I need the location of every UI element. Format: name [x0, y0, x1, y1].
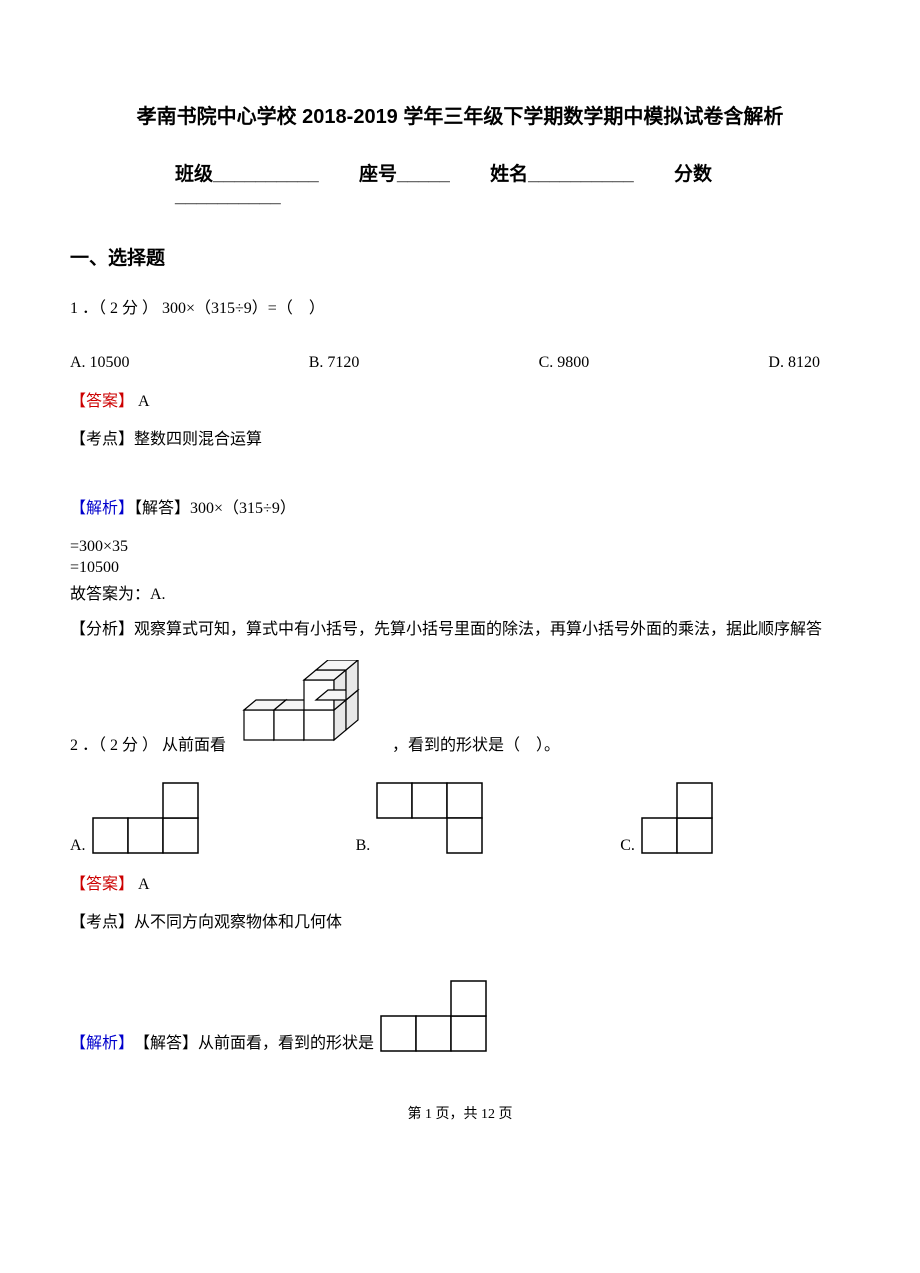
q1-calc3: 故答案为：A.	[70, 580, 850, 604]
shape-a-icon	[91, 780, 206, 855]
explain-text: 300×（315÷9）	[190, 500, 296, 517]
q2-answer: 【答案】 A	[70, 870, 850, 894]
explain-prefix: 【解答】	[134, 1029, 198, 1053]
q1-opt-c: C. 9800	[539, 354, 590, 372]
answer-value: A	[134, 876, 150, 893]
q1-answer: 【答案】 A	[70, 387, 850, 411]
q2-pre: 2 ．（ 2 分 ） 从前面看	[70, 731, 226, 755]
seat-field: 座号_____	[359, 164, 450, 185]
explain-label: 【解析】	[70, 500, 134, 517]
analysis-text: 观察算式可知，算式中有小括号，先算小括号里面的除法，再算小括号外面的乘法，据此顺…	[134, 621, 822, 638]
q2-post: ，看到的形状是（ ）。	[392, 731, 560, 755]
shape-c-icon	[640, 780, 720, 855]
explain-prefix: 【解答】	[134, 500, 190, 517]
question-2: 2 ．（ 2 分 ） 从前面看	[70, 660, 850, 755]
q1-opt-b: B. 7120	[309, 354, 360, 372]
q2-options: A. B. C.	[70, 780, 850, 855]
header-fields: 班级__________ 座号_____ 姓名__________ 分数____…	[70, 159, 850, 208]
q2-opt-c-label: C.	[620, 837, 635, 855]
q1-analysis: 【分析】观察算式可知，算式中有小括号，先算小括号里面的除法，再算小括号外面的乘法…	[70, 616, 850, 645]
q2-point: 【考点】从不同方向观察物体和几何体	[70, 909, 850, 938]
point-label: 【考点】	[70, 914, 134, 931]
point-label: 【考点】	[70, 431, 134, 448]
cube-3d-icon	[234, 660, 384, 755]
answer-label: 【答案】	[70, 393, 134, 410]
answer-label: 【答案】	[70, 876, 134, 893]
q1-options: A. 10500 B. 7120 C. 9800 D. 8120	[70, 354, 850, 372]
q1-explain: 【解析】【解答】300×（315÷9）	[70, 495, 850, 524]
analysis-label: 【分析】	[70, 621, 134, 638]
q1-opt-d: D. 8120	[768, 354, 820, 372]
explain-label: 【解析】	[70, 1029, 134, 1053]
point-text: 整数四则混合运算	[134, 431, 262, 448]
q1-point: 【考点】整数四则混合运算	[70, 426, 850, 455]
q2-explain: 【解析】【解答】从前面看，看到的形状是	[70, 978, 850, 1053]
class-field: 班级__________	[175, 164, 319, 185]
point-text: 从不同方向观察物体和几何体	[134, 914, 342, 931]
page-footer: 第 1 页，共 12 页	[70, 1103, 850, 1123]
section-title: 一、选择题	[70, 243, 850, 270]
q1-calc2: =10500	[70, 559, 850, 577]
q1-calc1: =300×35	[70, 538, 850, 556]
name-field: 姓名__________	[490, 164, 634, 185]
page-title: 孝南书院中心学校 2018-2019 学年三年级下学期数学期中模拟试卷含解析	[70, 100, 850, 129]
question-1: 1 ．（ 2 分 ） 300×（315÷9）=（ ）	[70, 295, 850, 324]
q2-opt-a-label: A.	[70, 837, 86, 855]
explain-text: 从前面看，看到的形状是	[198, 1029, 374, 1053]
shape-answer-icon	[379, 978, 494, 1053]
q2-opt-b-label: B.	[356, 837, 371, 855]
shape-b-icon	[375, 780, 490, 855]
answer-value: A	[134, 393, 150, 410]
q1-opt-a: A. 10500	[70, 354, 130, 372]
